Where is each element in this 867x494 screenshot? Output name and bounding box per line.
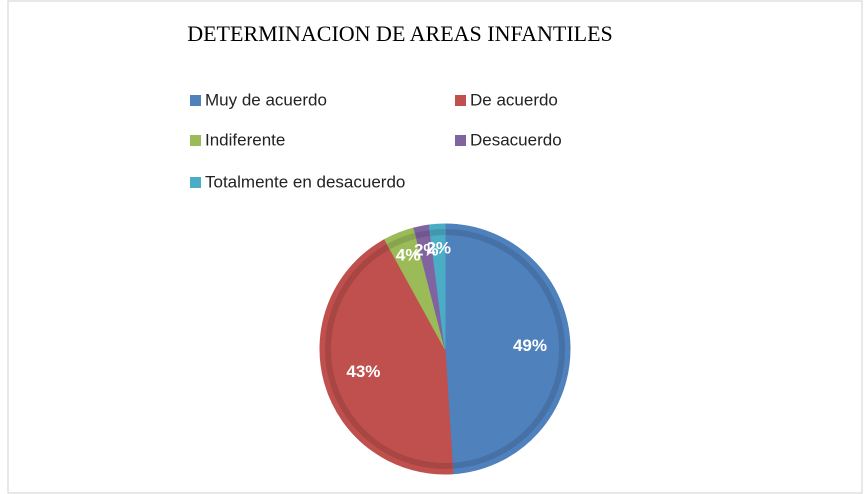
pie-slice: [319, 238, 454, 475]
slice-shade: [444, 229, 565, 469]
legend-swatch: [190, 135, 201, 146]
legend-label: Totalmente en desacuerdo: [205, 172, 405, 191]
data-label: 2%: [426, 239, 451, 258]
chart-title: DETERMINACION DE AREAS INFANTILES: [187, 21, 613, 46]
slice-shade: [429, 229, 446, 236]
slice-shade: [415, 229, 431, 239]
legend-label: Desacuerdo: [470, 130, 562, 149]
legend-label: Muy de acuerdo: [205, 90, 327, 109]
legend-swatch: [190, 95, 201, 106]
pie-slice: [428, 223, 446, 350]
legend-swatch: [190, 177, 201, 188]
data-label: 4%: [396, 246, 421, 265]
data-label: 49%: [513, 336, 547, 355]
legend-label: Indiferente: [205, 130, 285, 149]
legend-swatch: [455, 95, 466, 106]
data-label: 2%: [414, 240, 439, 259]
legend-label: De acuerdo: [470, 90, 558, 109]
data-label: 43%: [346, 362, 380, 381]
legend-swatch: [455, 135, 466, 146]
pie-slice: [444, 223, 571, 475]
slice-shade: [325, 243, 453, 469]
